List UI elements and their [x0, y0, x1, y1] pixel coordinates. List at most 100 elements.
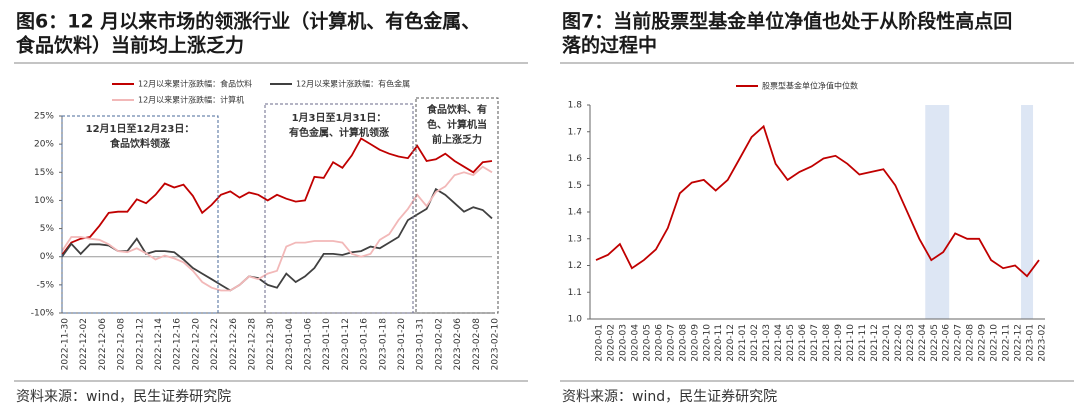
y-tick-label: 1.1 [568, 288, 582, 298]
x-tick-label: 2023-02-02 [434, 318, 444, 370]
highlight-band [1021, 105, 1034, 319]
x-tick-label: 2021-02 [750, 324, 760, 362]
y-tick-label: -10% [31, 309, 55, 319]
chart-title: 落的过程中 [562, 34, 657, 57]
x-tick-label: 2021-08 [822, 324, 832, 362]
series-line [595, 124, 1040, 278]
x-tick-label: 2023-01-04 [285, 318, 295, 371]
x-tick-label: 2022-05 [930, 324, 940, 362]
chart-title: 图6：12 月以来市场的领涨行业（计算机、有色金属、 [16, 10, 480, 33]
x-tick-label: 2020-02 [606, 324, 616, 362]
x-tick-label: 2020-12 [726, 324, 736, 362]
x-tick-label: 2022-12-22 [210, 318, 220, 370]
x-tick-label: 2022-08 [966, 324, 976, 362]
x-tick-label: 2020-04 [630, 324, 640, 362]
highlight-band [925, 105, 950, 319]
x-tick-label: 2022-01 [882, 324, 892, 362]
x-tick-label: 2023-01-20 [397, 318, 407, 371]
x-tick-label: 2021-12 [870, 324, 880, 362]
x-tick-label: 2023-01-18 [378, 318, 388, 371]
series-line [61, 187, 493, 292]
x-tick-label: 2023-01-06 [304, 318, 314, 371]
y-tick-label: -5% [36, 280, 54, 290]
x-tick-label: 2022-12-06 [98, 318, 108, 371]
x-tick-label: 2023-02-06 [453, 318, 463, 371]
x-tick-label: 2020-11 [714, 324, 724, 362]
x-tick-label: 2022-12 [1014, 324, 1024, 362]
x-tick-label: 2022-09 [978, 324, 988, 362]
x-tick-label: 2022-12-08 [117, 318, 127, 371]
x-tick-label: 2021-11 [858, 324, 868, 362]
y-tick-label: 20% [34, 140, 54, 150]
x-tick-label: 2022-11 [1002, 324, 1012, 362]
series-line [61, 165, 493, 292]
annotation: 1月3日至1月31日： [292, 112, 387, 124]
y-tick-label: 1.7 [568, 127, 582, 137]
annotation-box [415, 97, 499, 314]
y-tick-label: 15% [34, 168, 54, 178]
x-tick-label: 2022-12-12 [135, 318, 145, 370]
x-tick-label: 2023-02 [1038, 324, 1048, 362]
annotation: 食品饮料、有 [426, 103, 487, 116]
x-tick-label: 2023-01-12 [341, 318, 351, 370]
x-tick-label: 2022-12-16 [173, 318, 183, 371]
x-tick-label: 2022-02 [894, 324, 904, 362]
x-tick-label: 2022-12-20 [191, 318, 201, 371]
y-tick-label: 25% [34, 112, 54, 122]
series-line [61, 137, 493, 256]
x-tick-label: 2020-07 [666, 324, 676, 362]
annotation: 食品饮料领涨 [109, 137, 170, 150]
y-tick-label: 0% [40, 252, 55, 262]
legend-label: 12月以来累计涨跌幅：有色金属 [296, 79, 410, 89]
y-tick-label: 1.0 [568, 315, 583, 325]
x-tick-label: 2022-04 [918, 324, 928, 362]
x-tick-label: 2022-03 [906, 324, 916, 362]
x-tick-label: 2021-10 [846, 324, 856, 362]
x-tick-label: 2023-02-08 [472, 318, 482, 371]
x-tick-label: 2023-01-10 [322, 318, 332, 371]
y-tick-label: 1.6 [568, 154, 583, 164]
x-tick-label: 2020-03 [618, 324, 628, 362]
x-tick-label: 2020-10 [702, 324, 712, 362]
source: 资料来源：wind，民生证券研究院 [16, 389, 231, 405]
y-tick-label: 1.2 [568, 261, 582, 271]
y-tick-label: 1.3 [568, 234, 582, 244]
y-tick-label: 10% [34, 196, 54, 206]
x-tick-label: 2023-01-16 [360, 318, 370, 371]
y-tick-label: 5% [40, 224, 55, 234]
x-tick-label: 2023-01-31 [416, 318, 426, 370]
annotation: 有色金属、计算机领涨 [289, 126, 389, 139]
x-tick-label: 2023-02-10 [491, 318, 501, 371]
x-tick-label: 2022-11-30 [61, 318, 71, 371]
x-tick-label: 2022-06 [942, 324, 952, 362]
x-tick-label: 2022-10 [990, 324, 1000, 362]
legend-label: 股票型基金单位净值中位数 [762, 81, 858, 91]
x-tick-label: 2021-03 [762, 324, 772, 362]
y-tick-label: 1.5 [568, 181, 582, 191]
x-tick-label: 2020-01 [594, 324, 604, 362]
x-tick-label: 2021-09 [834, 324, 844, 362]
legend-label: 12月以来累计涨跌幅：食品饮料 [138, 79, 252, 89]
annotation: 色、计算机当 [427, 118, 487, 131]
x-tick-label: 2022-12-28 [247, 318, 257, 371]
x-tick-label: 2023-01 [1026, 324, 1036, 362]
y-tick-label: 1.8 [568, 101, 583, 111]
x-tick-label: 2021-07 [810, 324, 820, 362]
x-tick-label: 2021-06 [798, 324, 808, 362]
source: 资料来源：wind，民生证券研究院 [562, 389, 777, 405]
x-tick-label: 2022-12-30 [266, 318, 276, 371]
x-tick-label: 2021-05 [786, 324, 796, 362]
x-tick-label: 2020-09 [690, 324, 700, 362]
x-tick-label: 2022-12-02 [79, 318, 89, 370]
legend-label: 12月以来累计涨跌幅：计算机 [138, 95, 244, 105]
x-tick-label: 2022-12-26 [229, 318, 239, 371]
x-tick-label: 2022-07 [954, 324, 964, 362]
chart-title: 食品饮料）当前均上涨乏力 [16, 34, 244, 57]
chart-title: 图7：当前股票型基金单位净值也处于从阶段性高点回 [562, 10, 1012, 33]
annotation: 前上涨乏力 [432, 133, 482, 146]
x-tick-label: 2021-04 [774, 324, 784, 362]
x-tick-label: 2022-12-14 [154, 318, 164, 371]
annotation: 12月1日至12月23日： [86, 123, 195, 135]
